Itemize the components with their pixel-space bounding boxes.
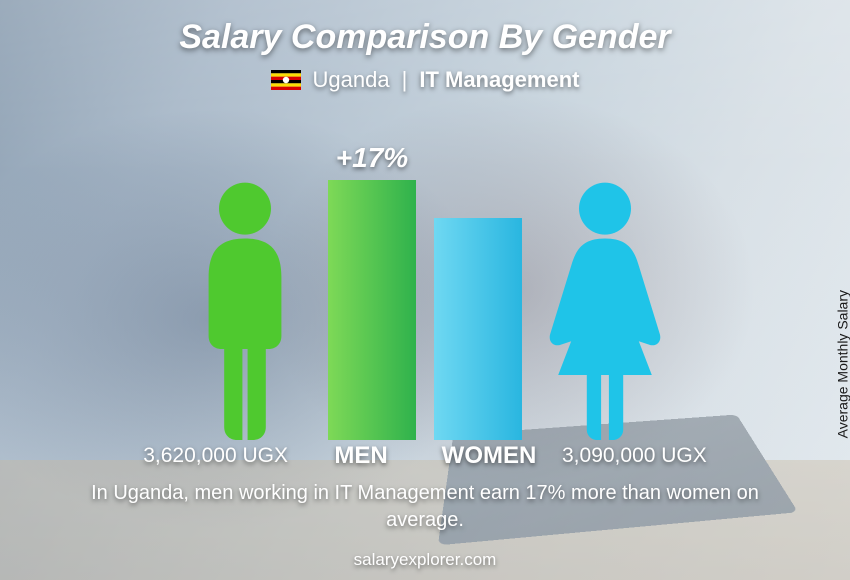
men-label: MEN — [306, 442, 416, 470]
infographic-content: Salary Comparison By Gender Uganda | IT … — [0, 0, 850, 580]
chart-area: +17% — [60, 120, 790, 440]
men-bar-wrap: +17% — [328, 142, 416, 440]
women-label: WOMEN — [434, 442, 544, 470]
uganda-flag-icon — [271, 70, 301, 90]
men-salary: 3,620,000 UGX — [88, 444, 288, 468]
women-bar-wrap — [434, 218, 522, 440]
women-salary: 3,090,000 UGX — [562, 444, 762, 468]
woman-icon — [540, 180, 670, 440]
summary-text: In Uganda, men working in IT Management … — [80, 480, 770, 534]
labels-row: 3,620,000 UGX MEN WOMEN 3,090,000 UGX — [0, 442, 850, 470]
pct-diff-label: +17% — [336, 142, 408, 174]
y-axis-label: Average Monthly Salary — [834, 290, 850, 438]
country-label: Uganda — [313, 67, 390, 93]
separator: | — [402, 67, 408, 93]
women-bar — [434, 218, 522, 440]
page-title: Salary Comparison By Gender — [0, 0, 850, 57]
men-bar — [328, 180, 416, 440]
field-label: IT Management — [419, 67, 579, 93]
man-icon — [180, 180, 310, 440]
subtitle-row: Uganda | IT Management — [0, 67, 850, 93]
footer-source: salaryexplorer.com — [0, 550, 850, 570]
